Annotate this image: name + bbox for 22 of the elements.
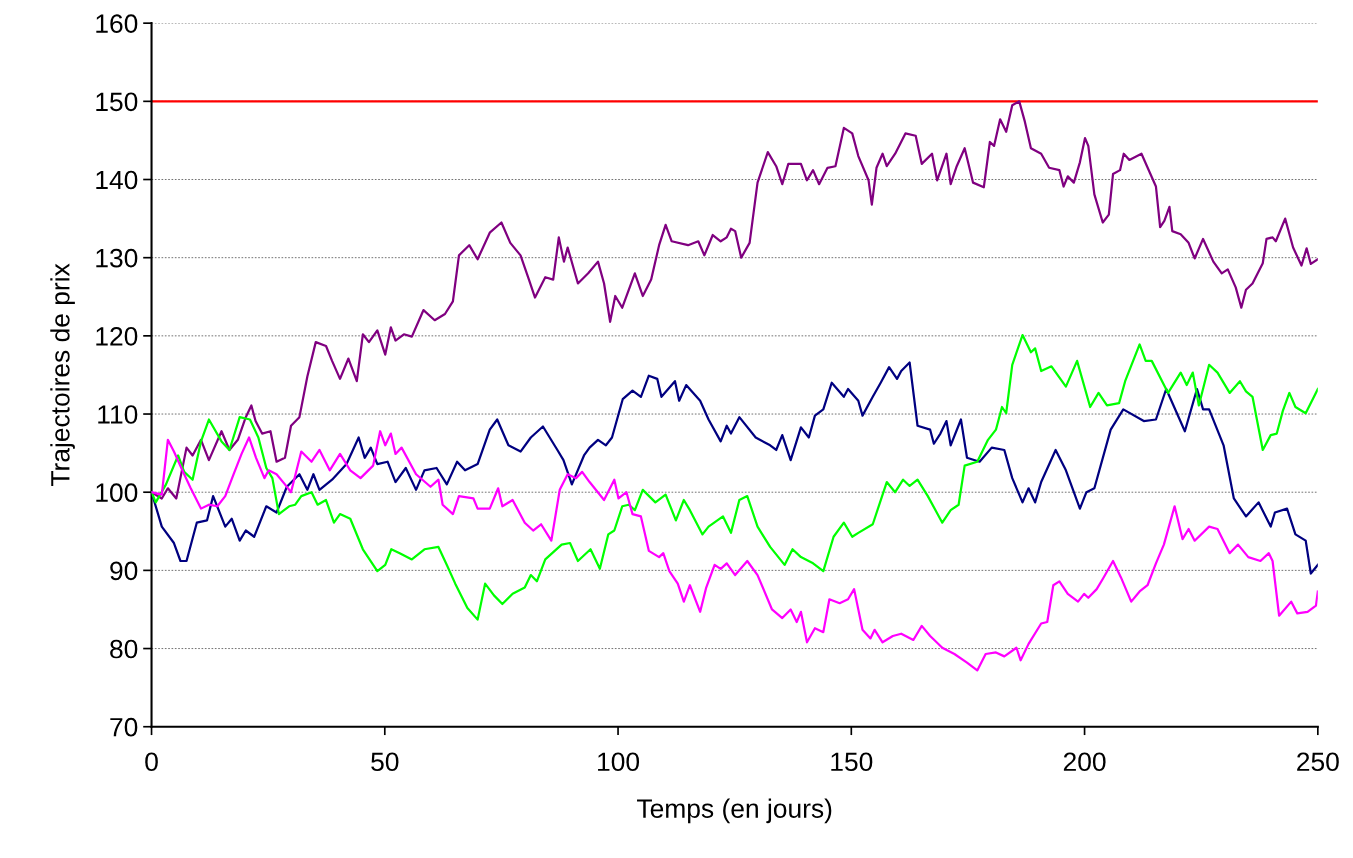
x-tick-label: 100	[598, 752, 640, 772]
y-tick-label: 140	[96, 170, 138, 190]
x-tick-label: 250	[1297, 752, 1339, 772]
x-tick-label: 150	[831, 752, 873, 772]
x-tick-label: 0	[145, 752, 158, 772]
y-tick-label: 110	[98, 405, 138, 424]
x-tick-label: 200	[1063, 752, 1106, 772]
x-tick-label: 50	[371, 752, 399, 772]
y-tick-label: 80	[110, 639, 138, 659]
line-series	[151, 333, 1318, 621]
y-tick-label: 150	[96, 92, 138, 112]
y-axis-title: Trajectoires de prix	[50, 263, 75, 487]
y-tick-label: 100	[96, 483, 138, 503]
y-tick-label: 120	[96, 326, 138, 346]
line-series	[151, 361, 1318, 575]
y-tick-label: 70	[110, 717, 138, 737]
y-tick-label: 130	[96, 248, 138, 268]
line-series	[151, 430, 1318, 672]
y-tick-label: 160	[96, 14, 138, 33]
y-tick-label: 90	[110, 561, 138, 581]
line-series	[151, 100, 1318, 500]
x-axis-title: Temps (en jours)	[637, 798, 832, 824]
